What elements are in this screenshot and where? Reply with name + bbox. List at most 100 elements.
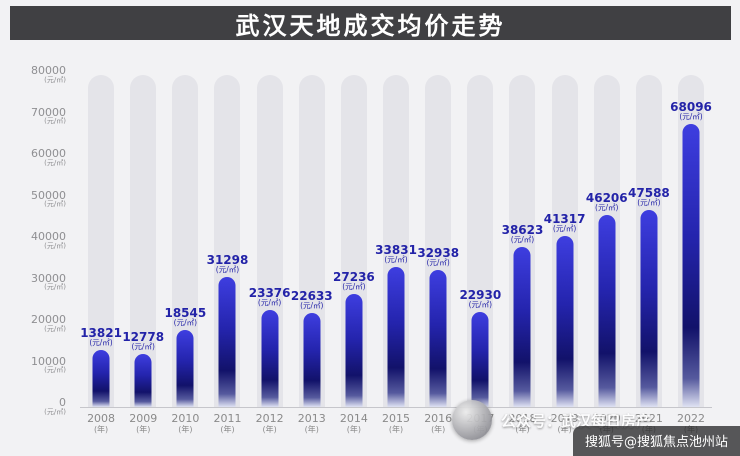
watermark-logo-icon	[452, 400, 492, 440]
y-tick-unit: (元/㎡)	[44, 117, 66, 126]
y-tick-label: 0 (元/㎡)	[44, 397, 66, 416]
bar-value-label: 22633 (元/㎡)	[276, 288, 348, 310]
x-tick-label: 2014 (年)	[325, 407, 383, 435]
bar-value-number: 23376	[248, 285, 291, 300]
bar-value-label: 41317 (元/㎡)	[529, 212, 601, 234]
x-tick-unit: (年)	[262, 425, 277, 435]
bar-value-label: 22930 (元/㎡)	[444, 287, 516, 309]
bar-value-number: 47588	[628, 185, 670, 200]
bar-value-label: 31298 (元/㎡)	[191, 253, 263, 275]
bar-value-unit: (元/㎡)	[426, 258, 450, 268]
x-tick-unit: (年)	[178, 425, 193, 435]
y-tick-unit: (元/㎡)	[44, 158, 66, 167]
y-tick-label: 50000 (元/㎡)	[31, 190, 66, 209]
x-tick-year: 2016	[424, 412, 453, 425]
bar-value-unit: (元/㎡)	[342, 282, 366, 292]
bar-value-label: 13821 (元/㎡)	[65, 326, 137, 347]
page-title: 武汉天地成交均价走势	[235, 11, 506, 40]
bar	[303, 313, 321, 407]
bar-column: 27236 (元/㎡) 2014 (年)	[333, 75, 375, 434]
y-tick-number: 30000	[31, 271, 66, 285]
y-axis: 0 (元/㎡) 10000 (元/㎡) 20000 (元/㎡) 30000 (元/㎡) 4000…	[0, 65, 72, 415]
bar-value-number: 12778	[122, 329, 165, 344]
bar-value-number: 22930	[459, 287, 502, 302]
bar-value-unit: (元/㎡)	[215, 265, 240, 275]
x-tick-unit: (年)	[515, 425, 530, 435]
bar-value-number: 33831	[375, 242, 417, 257]
bar-value-unit: (元/㎡)	[257, 298, 282, 308]
bar-value-label: 18545 (元/㎡)	[149, 305, 221, 328]
chart-title-bar: 武汉天地成交均价走势	[10, 6, 731, 40]
bar	[556, 236, 574, 407]
bar-value-number: 18545	[164, 305, 207, 320]
bar-column: 31298 (元/㎡) 2011 (年)	[206, 75, 248, 434]
x-tick-year: 2018	[508, 412, 537, 425]
bar	[176, 330, 194, 407]
y-tick-unit: (元/㎡)	[44, 324, 66, 333]
x-tick-unit: (年)	[431, 425, 446, 435]
watermark-center-text: 公众号：武汉每日房产	[501, 411, 652, 430]
bar-value-unit: (元/㎡)	[173, 318, 198, 328]
x-tick-year: 2022	[677, 412, 706, 425]
y-tick-unit: (元/㎡)	[44, 407, 66, 416]
bar-value-number: 32938	[417, 245, 460, 260]
bar	[387, 267, 405, 407]
bar-value-number: 22633	[290, 288, 333, 303]
bar	[345, 294, 363, 407]
bar	[134, 354, 152, 407]
y-tick-unit: (元/㎡)	[44, 283, 66, 292]
x-tick-year: 2009	[129, 412, 158, 425]
bar-value-label: 47588 (元/㎡)	[613, 185, 685, 208]
bar-value-unit: (元/㎡)	[595, 203, 619, 213]
bar	[218, 277, 236, 407]
x-tick-unit: (年)	[93, 425, 109, 435]
y-tick-number: 20000	[31, 313, 66, 327]
bar-value-number: 38623	[501, 222, 544, 237]
bar-value-unit: (元/㎡)	[131, 342, 155, 352]
x-tick-label: 2012 (年)	[241, 407, 299, 435]
y-tick-number: 50000	[31, 188, 66, 202]
bar	[598, 215, 616, 407]
y-tick-number: 80000	[31, 64, 66, 78]
x-tick-label: 2013 (年)	[283, 407, 341, 435]
bar	[429, 270, 447, 407]
bar-column: 38623 (元/㎡) 2018 (年)	[501, 75, 543, 434]
bar-column: 23376 (元/㎡) 2012 (年)	[249, 75, 291, 434]
bar-value-unit: (元/㎡)	[552, 224, 577, 234]
bar-column: 41317 (元/㎡) 2019 (年)	[544, 75, 586, 434]
y-tick-label: 20000 (元/㎡)	[31, 314, 66, 333]
x-tick-label: 2018 (年)	[493, 407, 551, 435]
bar-column: 68096(元/㎡)2022(年)	[670, 75, 712, 434]
bar-value-unit: (元/㎡)	[679, 112, 703, 122]
y-tick-number: 10000	[31, 354, 66, 368]
bar-value-label: 38623 (元/㎡)	[486, 222, 558, 245]
y-tick-unit: (元/㎡)	[44, 200, 66, 209]
bar-column: 18545 (元/㎡) 2010 (年)	[164, 75, 206, 434]
bar-value-number: 68096	[670, 99, 712, 114]
x-tick-year: 2008	[87, 412, 116, 425]
bar	[640, 210, 658, 407]
x-tick-unit: (年)	[388, 425, 404, 435]
plot-area: 13821 (元/㎡) 2008 (年) 12778 (元/㎡) 2009 (年) 18545(…	[80, 75, 712, 434]
bar	[471, 312, 489, 407]
bar-column: 46206(元/㎡)2020(年)	[586, 75, 628, 434]
bar-value-unit: (元/㎡)	[384, 255, 408, 265]
bar-column: 22633 (元/㎡) 2013 (年)	[291, 75, 333, 434]
x-tick-unit: (年)	[220, 425, 235, 435]
x-tick-unit: (年)	[557, 425, 572, 435]
x-tick-label: 2019 (年)	[536, 407, 594, 435]
y-tick-label: 60000 (元/㎡)	[31, 148, 66, 167]
x-tick-year: 2011	[213, 412, 242, 425]
watermark-corner: 搜狐号@搜狐焦点池州站	[572, 426, 740, 456]
y-tick-label: 30000 (元/㎡)	[31, 273, 66, 292]
bar-value-label: 27236 (元/㎡)	[318, 269, 390, 292]
bar-value-number: 27236	[333, 269, 375, 284]
x-tick-unit: (年)	[136, 425, 151, 435]
bar-value-unit: (元/㎡)	[637, 198, 661, 208]
bar-value-unit: (元/㎡)	[510, 235, 535, 245]
x-tick-year: 2013	[297, 412, 326, 425]
y-tick-number: 60000	[31, 147, 66, 161]
bar-value-number: 46206	[585, 190, 628, 205]
bar-column: 47588(元/㎡)2021(年)	[628, 75, 670, 434]
